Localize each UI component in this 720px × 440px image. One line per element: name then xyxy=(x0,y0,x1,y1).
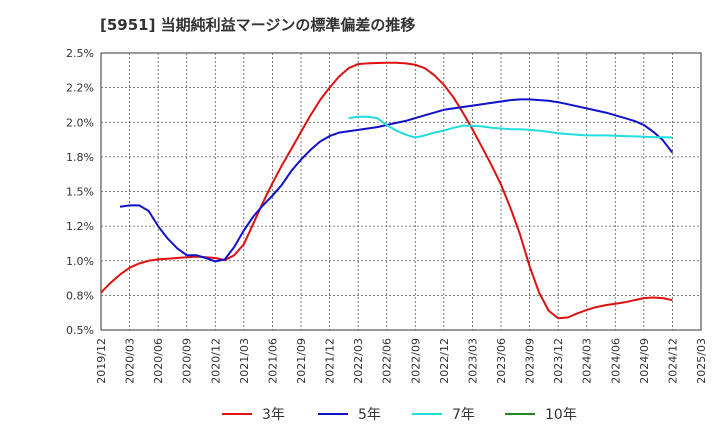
axis-layer: 0.5% 0.8% 1.0% 1.2% 1.5% 1.8% 2.0% 2.2% 2.5% 2019… xyxy=(66,47,708,384)
x-tick-label: 2025/03 xyxy=(695,338,708,384)
x-tick-label: 2020/12 xyxy=(209,338,222,384)
series-layer xyxy=(100,61,674,320)
x-tick-label: 2022/09 xyxy=(409,338,422,384)
y-tick-label: 1.0% xyxy=(66,255,94,268)
x-tick-label: 2020/09 xyxy=(181,338,194,384)
series-line-3年 xyxy=(100,61,673,320)
x-tick-label: 2024/03 xyxy=(581,338,594,384)
legend-label: 10年 xyxy=(545,407,577,423)
x-tick-label: 2022/06 xyxy=(381,338,394,384)
x-tick-label: 2021/06 xyxy=(266,338,279,384)
legend-label: 3年 xyxy=(262,407,285,423)
legend-label: 7年 xyxy=(452,407,475,423)
x-tick-label: 2023/03 xyxy=(466,338,479,384)
series-line-7年 xyxy=(348,115,673,139)
y-tick-label: 1.5% xyxy=(66,186,94,199)
x-tick-label: 2023/12 xyxy=(552,338,565,384)
y-tick-label: 1.8% xyxy=(66,151,94,164)
x-tick-label: 2022/03 xyxy=(352,338,365,384)
y-tick-label: 0.8% xyxy=(66,289,94,302)
grid-layer xyxy=(100,52,702,331)
x-tick-label: 2023/06 xyxy=(495,338,508,384)
legend-label: 5年 xyxy=(358,407,381,423)
x-tick-label: 2022/12 xyxy=(438,338,451,384)
y-tick-label: 2.0% xyxy=(66,116,94,129)
x-tick-label: 2019/12 xyxy=(95,338,108,384)
x-tick-label: 2024/09 xyxy=(638,338,651,384)
x-tick-label: 2020/06 xyxy=(152,338,165,384)
x-tick-label: 2023/09 xyxy=(524,338,537,384)
y-tick-label: 0.5% xyxy=(66,324,94,337)
chart-title: [5951] 当期純利益マージンの標準偏差の推移 xyxy=(100,16,416,34)
x-tick-label: 2024/06 xyxy=(609,338,622,384)
series-line-5年 xyxy=(119,98,674,263)
y-tick-label: 2.2% xyxy=(66,82,94,95)
y-tick-label: 1.2% xyxy=(66,220,94,233)
x-tick-label: 2024/12 xyxy=(666,338,679,384)
x-tick-label: 2021/09 xyxy=(295,338,308,384)
x-tick-label: 2020/03 xyxy=(124,338,137,384)
y-tick-label: 2.5% xyxy=(66,47,94,60)
legend: 3年 5年 7年 10年 xyxy=(222,407,577,423)
x-tick-label: 2021/12 xyxy=(324,338,337,384)
x-tick-label: 2021/03 xyxy=(238,338,251,384)
